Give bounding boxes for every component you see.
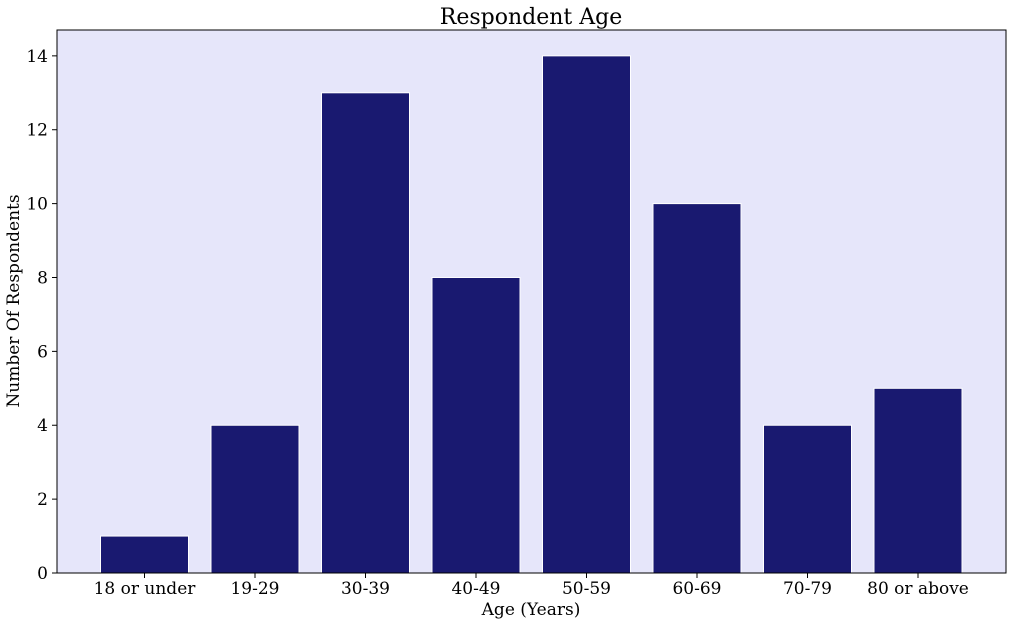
y-tick-label: 8 bbox=[37, 268, 48, 288]
bar-7 bbox=[873, 387, 963, 574]
x-tick-label: 60-69 bbox=[672, 579, 721, 599]
x-tick-label: 70-79 bbox=[783, 579, 832, 599]
y-tick-label: 0 bbox=[37, 564, 48, 584]
chart-title: Respondent Age bbox=[440, 5, 622, 30]
y-tick-label: 4 bbox=[37, 416, 48, 436]
y-tick-label: 10 bbox=[26, 195, 48, 215]
x-axis-label: Age (Years) bbox=[481, 600, 581, 620]
bar-1 bbox=[210, 424, 300, 574]
plot-area bbox=[57, 30, 1006, 573]
x-tick-label: 50-59 bbox=[562, 579, 611, 599]
x-tick-label: 19-29 bbox=[230, 579, 279, 599]
plot-frame bbox=[56, 29, 1007, 574]
bar-2 bbox=[321, 92, 410, 574]
x-axis: 18 or under 19-29 30-39 40-49 50-59 60-69 70-7… bbox=[94, 573, 969, 599]
y-tick-label: 2 bbox=[37, 490, 48, 510]
bar-0 bbox=[100, 535, 189, 574]
x-tick-label: 40-49 bbox=[451, 579, 500, 599]
bars-group bbox=[100, 55, 963, 574]
x-tick-label: 18 or under bbox=[94, 579, 197, 599]
y-tick-label: 14 bbox=[26, 47, 48, 67]
bar-6 bbox=[763, 424, 852, 574]
y-axis-label: Number Of Respondents bbox=[4, 194, 24, 407]
y-tick-label: 6 bbox=[37, 342, 48, 362]
x-tick-label: 30-39 bbox=[341, 579, 390, 599]
y-axis: 0 2 4 6 8 10 12 14 bbox=[26, 47, 57, 584]
x-tick-label: 80 or above bbox=[867, 579, 969, 599]
bar-5 bbox=[652, 203, 742, 574]
bar-3 bbox=[431, 276, 521, 574]
y-tick-label: 12 bbox=[26, 121, 48, 141]
bar-4 bbox=[542, 55, 631, 574]
